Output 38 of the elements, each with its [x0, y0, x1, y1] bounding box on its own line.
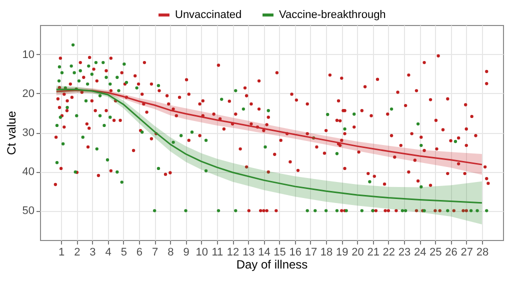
x-tick-label: 22 [382, 246, 396, 258]
x-tick-label: 1 [58, 246, 65, 258]
y-tick-label: 40 [22, 166, 34, 178]
y-tick-label: 30 [22, 127, 34, 139]
x-tick-label: 20 [352, 246, 364, 258]
x-tick-label: 27 [460, 246, 473, 258]
x-tick-label: 28 [476, 246, 489, 258]
x-tick-label: 15 [274, 246, 286, 258]
x-tick-label: 14 [258, 246, 270, 258]
x-tick-label: 9 [183, 246, 190, 258]
x-tick-label: 11 [212, 246, 224, 258]
x-tick-label: 3 [90, 246, 96, 258]
y-tick-label: 50 [22, 205, 34, 218]
y-axis-title: Ct value [4, 110, 18, 156]
x-tick-label: 21 [367, 246, 380, 258]
x-tick-label: 17 [304, 246, 318, 258]
x-tick-label: 13 [242, 246, 255, 258]
x-tick-label: 23 [398, 246, 411, 258]
x-tick-label: 26 [445, 246, 458, 258]
legend-label: Vaccine-breakthrough [279, 9, 386, 21]
x-tick-label: 10 [196, 246, 208, 258]
y-tick-label: 20 [22, 88, 34, 100]
x-tick-label: 25 [430, 246, 442, 258]
x-tick-label: 16 [289, 246, 302, 258]
line-series [56, 88, 483, 204]
x-tick-label: 7 [152, 246, 158, 258]
x-tick-label: 2 [74, 246, 80, 258]
x-tick-label: 8 [168, 246, 174, 258]
x-tick-label: 5 [120, 246, 127, 258]
x-tick-label: 24 [414, 246, 426, 258]
x-axis-title: Day of illness [236, 258, 308, 272]
x-tick-label: 6 [136, 246, 143, 258]
legend-label: Unvaccinated [175, 9, 242, 21]
x-tick-label: 18 [320, 246, 333, 258]
x-tick-label: 4 [105, 246, 112, 258]
y-tick-label: 10 [22, 48, 34, 61]
x-tick-label: 19 [336, 246, 348, 258]
x-tick-label: 12 [226, 246, 240, 258]
